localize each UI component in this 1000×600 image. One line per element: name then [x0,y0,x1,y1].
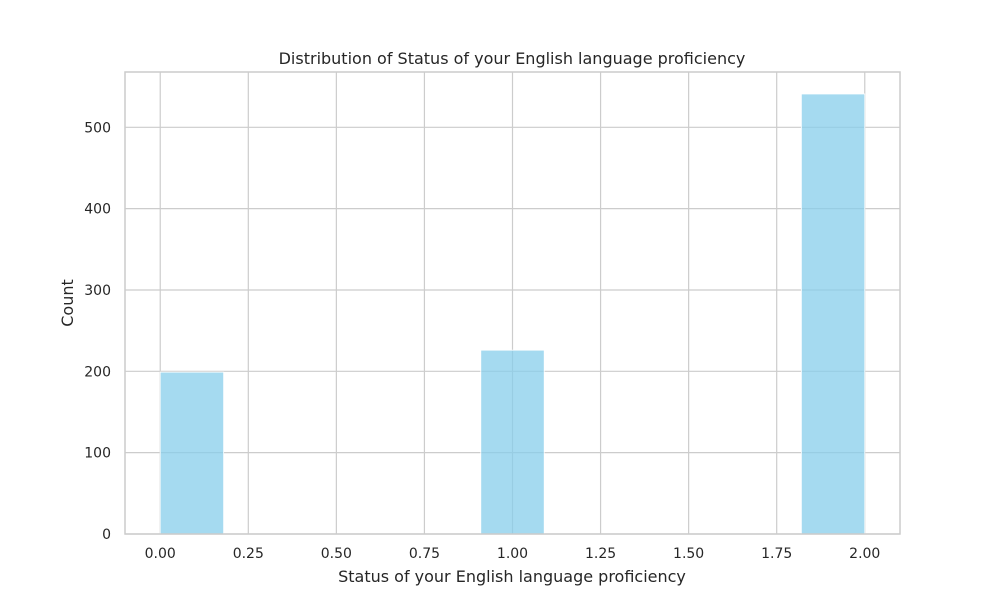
x-axis-label: Status of your English language proficie… [338,567,686,586]
x-tick-label: 1.75 [761,546,792,562]
y-tick-label: 400 [84,202,111,218]
histogram-bar-1 [480,349,545,535]
x-tick-labels: 0.00 0.25 0.50 0.75 1.00 1.25 1.50 1.75 2.00 [145,546,881,562]
x-tick-label: 2.00 [849,546,880,562]
y-tick-labels: 0 100 200 300 400 500 [84,120,111,543]
x-tick-label: 1.00 [497,546,528,562]
x-tick-label: 0.25 [233,546,264,562]
histogram-bar-2 [800,93,866,535]
x-tick-label: 0.75 [409,546,440,562]
histogram-bar-0 [159,371,225,535]
x-tick-label: 1.25 [585,546,616,562]
x-tick-label: 0.00 [145,546,176,562]
y-tick-label: 0 [102,527,111,543]
chart-title: Distribution of Status of your English l… [279,49,746,68]
y-tick-label: 500 [84,120,111,136]
y-tick-label: 100 [84,446,111,462]
plot-frame [124,71,901,535]
x-tick-label: 1.50 [673,546,704,562]
y-tick-label: 300 [84,283,111,299]
y-tick-label: 200 [84,364,111,380]
histogram-bars [159,93,866,535]
x-tick-label: 0.50 [321,546,352,562]
y-axis-label: Count [58,279,77,327]
